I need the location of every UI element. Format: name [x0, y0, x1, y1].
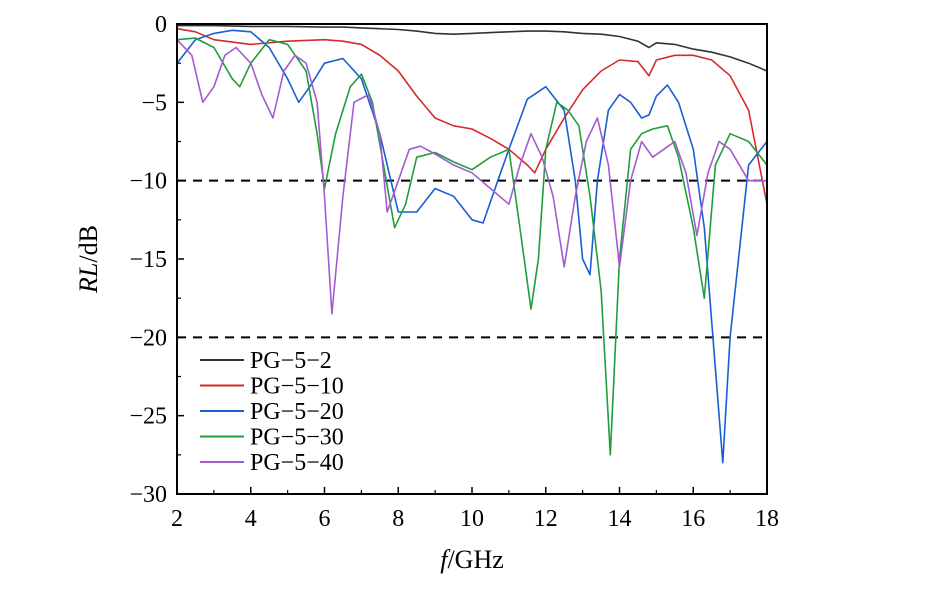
- x-tick-label: 2: [171, 506, 183, 532]
- y-tick-label: −30: [129, 482, 167, 508]
- y-tick-label: −25: [129, 404, 167, 430]
- x-axis-title-italic: f: [440, 545, 451, 574]
- legend-label: PG−5−20: [250, 399, 344, 425]
- y-axis-title-italic: RL: [74, 263, 103, 294]
- series-line-2: [176, 27, 768, 205]
- y-tick-label: 0: [155, 12, 167, 38]
- legend-label: PG−5−30: [250, 425, 344, 451]
- legend-label: PG−5−40: [250, 450, 344, 476]
- series-line-3: [176, 29, 768, 464]
- x-tick-label: 8: [392, 506, 404, 532]
- x-axis-title: f/GHz: [440, 545, 504, 574]
- y-axis-ticks: 0 −5 −10 −15 −20 −25 −30: [129, 12, 184, 508]
- series-line-4: [176, 37, 768, 456]
- x-tick-label: 16: [681, 506, 705, 532]
- x-tick-label: 14: [608, 506, 632, 532]
- y-tick-label: −15: [129, 247, 167, 273]
- x-tick-label: 18: [755, 506, 779, 532]
- series-line-5: [176, 39, 767, 315]
- y-tick-label: −20: [129, 325, 167, 351]
- y-axis-title-unit: /dB: [74, 225, 103, 263]
- series-line-1: [177, 24, 768, 72]
- x-tick-label: 4: [245, 506, 257, 532]
- series-lines: [176, 24, 768, 464]
- x-axis-title-unit: /GHz: [447, 545, 503, 574]
- x-tick-label: 10: [460, 506, 484, 532]
- legend-label: PG−5−10: [250, 374, 344, 400]
- x-tick-label: 12: [534, 506, 558, 532]
- y-axis-title: RL/dB: [74, 225, 103, 294]
- x-axis-ticks: 2 4 6 8 10 12 14 16 18: [171, 487, 779, 532]
- x-tick-label: 6: [319, 506, 331, 532]
- y-tick-label: −5: [141, 90, 167, 116]
- reference-lines: [177, 179, 767, 339]
- legend-label: PG−5−2: [250, 348, 332, 374]
- y-tick-label: −10: [129, 169, 167, 195]
